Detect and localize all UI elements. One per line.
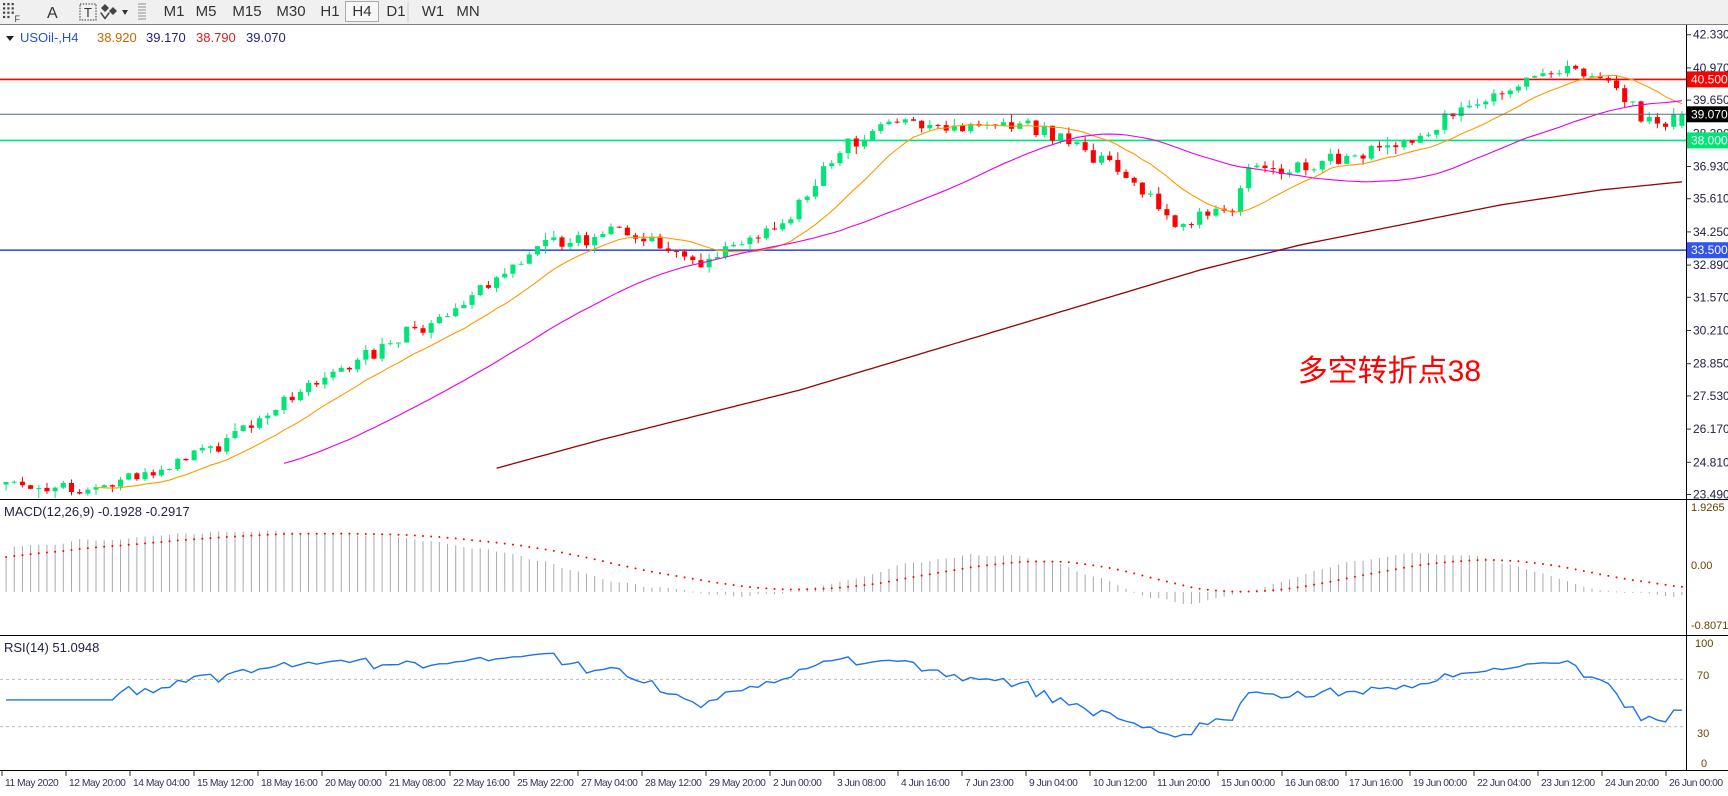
svg-text:33.500: 33.500 xyxy=(1691,243,1728,257)
svg-text:27.530: 27.530 xyxy=(1693,389,1728,403)
svg-text:42.330: 42.330 xyxy=(1693,28,1728,42)
svg-text:16 Jun 08:00: 16 Jun 08:00 xyxy=(1285,778,1339,789)
svg-text:USOil-,H4: USOil-,H4 xyxy=(20,30,79,45)
svg-text:30.210: 30.210 xyxy=(1693,324,1728,338)
svg-text:A: A xyxy=(47,5,58,22)
svg-text:23.490: 23.490 xyxy=(1693,488,1728,501)
svg-text:21 May 08:00: 21 May 08:00 xyxy=(389,778,446,789)
svg-text:40.500: 40.500 xyxy=(1691,72,1728,86)
svg-text:3 Jun 08:00: 3 Jun 08:00 xyxy=(837,778,886,789)
svg-text:22 May 16:00: 22 May 16:00 xyxy=(453,778,510,789)
svg-text:多空转折点38: 多空转折点38 xyxy=(1298,355,1481,388)
svg-text:7 Jun 23:00: 7 Jun 23:00 xyxy=(965,778,1014,789)
svg-text:26 Jun 00:00: 26 Jun 00:00 xyxy=(1669,778,1723,789)
svg-text:10 Jun 12:00: 10 Jun 12:00 xyxy=(1093,778,1147,789)
svg-text:28 May 12:00: 28 May 12:00 xyxy=(645,778,702,789)
svg-text:35.610: 35.610 xyxy=(1693,192,1728,206)
svg-text:11 Jun 20:00: 11 Jun 20:00 xyxy=(1157,778,1211,789)
svg-text:15 May 12:00: 15 May 12:00 xyxy=(197,778,254,789)
svg-text:29 May 20:00: 29 May 20:00 xyxy=(709,778,766,789)
svg-text:19 Jun 00:00: 19 Jun 00:00 xyxy=(1413,778,1467,789)
svg-text:39.070: 39.070 xyxy=(246,30,286,45)
svg-text:38.000: 38.000 xyxy=(1691,133,1728,147)
svg-text:F: F xyxy=(15,14,21,24)
svg-text:38.790: 38.790 xyxy=(196,30,236,45)
svg-text:25 May 22:00: 25 May 22:00 xyxy=(517,778,574,789)
svg-text:11 May 2020: 11 May 2020 xyxy=(5,778,59,789)
svg-text:27 May 04:00: 27 May 04:00 xyxy=(581,778,638,789)
svg-text:23 Jun 12:00: 23 Jun 12:00 xyxy=(1541,778,1595,789)
svg-text:2 Jun 00:00: 2 Jun 00:00 xyxy=(773,778,822,789)
svg-text:39.650: 39.650 xyxy=(1693,93,1728,107)
svg-text:39.170: 39.170 xyxy=(146,30,186,45)
svg-text:31.570: 31.570 xyxy=(1693,290,1728,304)
svg-text:20 May 00:00: 20 May 00:00 xyxy=(325,778,382,789)
svg-text:14 May 04:00: 14 May 04:00 xyxy=(133,778,190,789)
svg-text:36.930: 36.930 xyxy=(1693,160,1728,174)
svg-text:32.890: 32.890 xyxy=(1693,258,1728,272)
svg-text:15 Jun 00:00: 15 Jun 00:00 xyxy=(1221,778,1275,789)
svg-text:24 Jun 20:00: 24 Jun 20:00 xyxy=(1605,778,1659,789)
svg-text:28.850: 28.850 xyxy=(1693,357,1728,371)
svg-text:12 May 20:00: 12 May 20:00 xyxy=(69,778,126,789)
svg-text:T: T xyxy=(84,5,92,20)
svg-text:4 Jun 16:00: 4 Jun 16:00 xyxy=(901,778,950,789)
svg-text:39.070: 39.070 xyxy=(1691,107,1728,121)
svg-text:17 Jun 16:00: 17 Jun 16:00 xyxy=(1349,778,1403,789)
svg-text:26.170: 26.170 xyxy=(1693,422,1728,436)
svg-text:34.250: 34.250 xyxy=(1693,225,1728,239)
svg-text:22 Jun 04:00: 22 Jun 04:00 xyxy=(1477,778,1531,789)
svg-text:9 Jun 04:00: 9 Jun 04:00 xyxy=(1029,778,1078,789)
svg-text:24.810: 24.810 xyxy=(1693,455,1728,469)
svg-text:18 May 16:00: 18 May 16:00 xyxy=(261,778,318,789)
svg-text:38.920: 38.920 xyxy=(97,30,137,45)
